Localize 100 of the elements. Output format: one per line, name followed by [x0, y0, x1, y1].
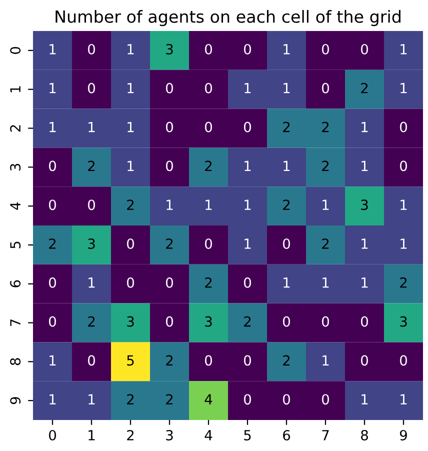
data-label: 0 [88, 82, 95, 94]
data-label: 0 [88, 200, 95, 210]
data-label: 2 [166, 394, 173, 404]
y-tick-label: 6 [10, 280, 21, 288]
data-label: 2 [205, 277, 212, 288]
data-label: 0 [282, 394, 290, 405]
data-label: 0 [322, 316, 329, 327]
data-label: 1 [166, 200, 173, 210]
data-label: 1 [284, 160, 290, 171]
data-label: 0 [400, 355, 407, 366]
y-tick-label: 1 [10, 86, 20, 92]
y-tick-label: 5 [10, 242, 21, 248]
data-label: 1 [50, 44, 56, 54]
x-tick-label: 7 [322, 430, 329, 440]
data-label: 0 [48, 316, 56, 327]
data-label: 1 [244, 238, 251, 249]
chart-title: Number of agents on each cell of the grid [56, 10, 400, 26]
data-label: 1 [128, 160, 134, 171]
data-label: 1 [50, 122, 56, 132]
data-label: 2 [127, 394, 134, 404]
data-label: 0 [282, 238, 290, 249]
data-label: 0 [360, 316, 368, 327]
x-tick-label: 0 [48, 430, 56, 440]
y-tick-label: 7 [10, 320, 20, 326]
data-label: 1 [362, 160, 368, 171]
data-label: 2 [322, 160, 329, 171]
y-tick-label: 3 [10, 164, 21, 171]
y-tick-label: 9 [10, 397, 21, 404]
data-label: 0 [48, 277, 56, 288]
data-label: 2 [283, 122, 290, 132]
data-label: 1 [88, 278, 95, 288]
data-label: 0 [166, 277, 173, 288]
data-label: 1 [400, 200, 407, 210]
data-label: 1 [244, 160, 251, 171]
data-label: 0 [126, 238, 134, 249]
data-label: 1 [206, 200, 212, 210]
x-tick-label: 4 [204, 430, 212, 440]
data-label: 2 [322, 238, 329, 249]
data-label: 1 [322, 200, 329, 210]
data-label: 1 [322, 278, 329, 288]
x-tick-label: 3 [166, 430, 173, 440]
data-label: 0 [244, 355, 251, 366]
data-label: 2 [88, 316, 95, 327]
data-label: 0 [244, 44, 251, 54]
data-label: 1 [88, 394, 95, 404]
data-label: 2 [88, 160, 95, 171]
data-label: 0 [48, 160, 56, 172]
data-label: 3 [88, 238, 95, 249]
data-label: 3 [400, 316, 407, 327]
data-label: 3 [166, 44, 173, 54]
data-label: 0 [166, 82, 173, 94]
data-label: 0 [88, 44, 95, 54]
data-label: 2 [400, 277, 407, 288]
data-label: 2 [244, 316, 251, 327]
data-label: 0 [244, 122, 251, 132]
data-label: 0 [166, 160, 173, 172]
data-label: 0 [400, 122, 407, 132]
data-label: 0 [322, 394, 329, 405]
data-label: 0 [204, 355, 212, 366]
x-tick-label: 2 [127, 430, 134, 440]
data-label: 3 [127, 316, 134, 327]
data-label: 1 [244, 83, 251, 94]
data-label: 1 [362, 122, 368, 132]
data-label: 0 [204, 44, 212, 54]
data-label: 0 [204, 82, 212, 94]
data-label: 1 [50, 394, 56, 404]
data-label: 1 [362, 238, 368, 249]
y-tick-label: 4 [10, 202, 20, 210]
y-tick-label: 8 [10, 358, 21, 366]
data-label: 0 [126, 277, 134, 288]
data-label: 2 [283, 355, 290, 366]
data-label: 1 [50, 355, 56, 366]
data-label: 1 [128, 44, 134, 54]
data-label: 3 [361, 200, 368, 210]
data-label: 2 [166, 238, 173, 249]
data-label: 0 [322, 82, 329, 94]
y-tick-label: 2 [10, 125, 20, 132]
data-label: 0 [244, 394, 251, 405]
x-tick-label: 1 [88, 430, 95, 440]
data-label: 1 [50, 83, 56, 94]
data-label: 2 [166, 355, 173, 366]
x-tick-label: 5 [244, 430, 251, 440]
data-label: 1 [400, 394, 407, 404]
data-label: 4 [204, 394, 212, 404]
data-label: 1 [244, 200, 251, 210]
data-label: 0 [166, 122, 173, 132]
data-label: 1 [284, 44, 290, 54]
y-tick-label: 0 [10, 46, 21, 54]
data-label: 1 [322, 355, 329, 366]
data-label: 2 [127, 200, 134, 210]
data-label: 1 [88, 122, 95, 132]
data-label: 0 [204, 238, 212, 249]
data-label: 0 [400, 160, 407, 172]
data-label: 0 [166, 316, 173, 327]
data-label: 3 [205, 316, 212, 327]
data-label: 1 [128, 122, 134, 132]
data-label: 1 [284, 278, 290, 288]
x-tick-label: 9 [400, 430, 407, 440]
data-label: 1 [400, 238, 407, 249]
data-label: 0 [244, 277, 251, 288]
